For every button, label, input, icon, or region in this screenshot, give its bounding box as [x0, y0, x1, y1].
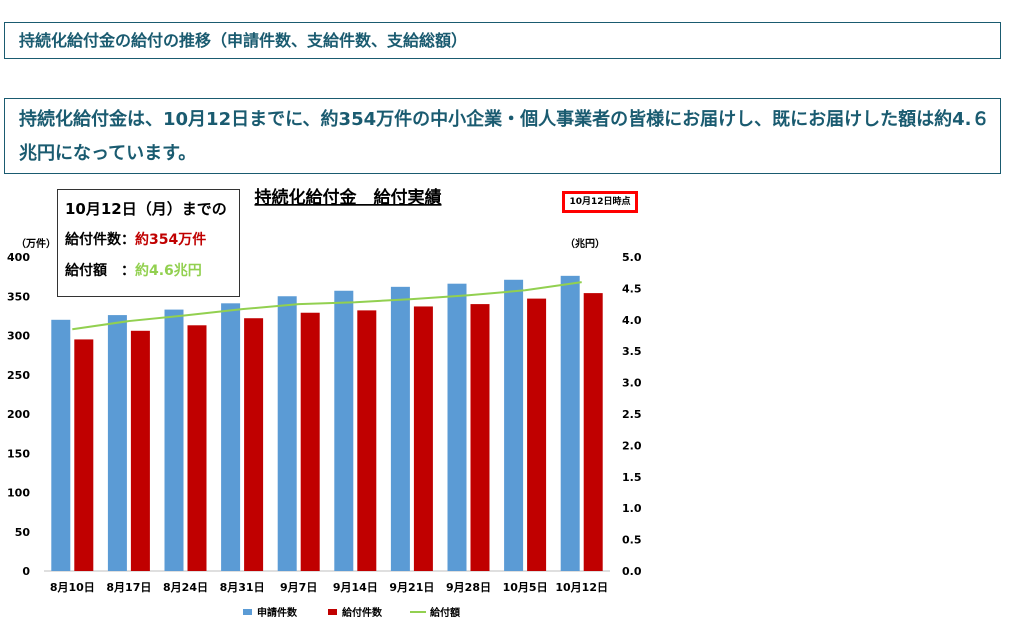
bar-applications — [164, 309, 184, 571]
bar-applications — [221, 303, 241, 571]
bar-applications — [390, 286, 410, 571]
summary-text: 持続化給付金は、10月12日までに、約354万件の中小企業・個人事業者の皆様にお… — [4, 98, 1001, 174]
legend-swatch-payments — [328, 609, 337, 615]
bar-payments — [357, 310, 377, 571]
bar-applications — [560, 275, 580, 571]
bar-applications — [51, 319, 71, 571]
line-amount — [72, 281, 582, 331]
bar-payments — [527, 298, 547, 571]
y-tick-label-right: 1.0 — [622, 502, 642, 515]
callout-heading: 10月12日（月）までの — [65, 200, 227, 218]
y-tick-label-right: 4.0 — [622, 314, 642, 327]
x-tick-label: 9月14日 — [333, 581, 378, 594]
y-tick-label-right: 4.5 — [622, 282, 642, 295]
bar-applications — [334, 290, 354, 571]
bar-payments — [413, 306, 433, 571]
y-axis-label-left: （万件） — [16, 237, 56, 250]
callout-count-label: 給付件数： — [65, 232, 135, 248]
x-tick-label: 8月17日 — [106, 581, 151, 594]
x-tick-label: 10月12日 — [555, 581, 608, 594]
y-tick-label-right: 0.0 — [622, 565, 642, 578]
bar-payments — [130, 330, 150, 571]
y-tick-label-left: 250 — [7, 369, 30, 382]
x-tick-label: 8月10日 — [50, 581, 95, 594]
x-tick-label: 9月21日 — [389, 581, 434, 594]
y-tick-label-right: 0.5 — [622, 534, 642, 547]
bar-payments — [74, 339, 94, 571]
chart-title: 持続化給付金 給付実績 — [255, 187, 442, 208]
legend-label-applications: 申請件数 — [257, 606, 298, 619]
bar-payments — [470, 304, 490, 571]
bar-applications — [277, 296, 297, 571]
bar-applications — [107, 315, 127, 571]
bar-payments — [187, 325, 207, 571]
x-tick-label: 9月7日 — [280, 581, 317, 594]
y-tick-label-right: 5.0 — [622, 251, 642, 264]
y-tick-label-left: 100 — [7, 487, 30, 500]
y-tick-label-left: 350 — [7, 290, 30, 303]
legend-swatch-applications — [243, 609, 252, 615]
callout-amount-label: 給付額 ： — [65, 263, 135, 279]
y-tick-label-right: 3.5 — [622, 345, 642, 358]
y-tick-label-right: 2.5 — [622, 408, 642, 421]
bar-payments — [583, 293, 603, 571]
bar-payments — [300, 312, 320, 571]
bar-applications — [504, 279, 524, 571]
callout-count-row: 給付件数：約354万件 — [65, 229, 239, 249]
bar-payments — [244, 318, 264, 571]
x-tick-label: 9月28日 — [446, 581, 491, 594]
x-tick-label: 10月5日 — [503, 581, 548, 594]
legend-label-payments: 給付件数 — [342, 606, 383, 619]
y-tick-label-left: 50 — [15, 526, 31, 539]
page-title: 持続化給付金の給付の推移（申請件数、支給件数、支給総額） — [4, 22, 1001, 59]
x-tick-label: 8月31日 — [220, 581, 265, 594]
callout-amount-row: 給付額 ：約4.6兆円 — [65, 260, 239, 280]
y-tick-label-right: 2.0 — [622, 439, 642, 452]
callout-amount-value: 約4.6兆円 — [135, 263, 202, 279]
y-tick-label-left: 400 — [7, 251, 30, 264]
y-tick-label-left: 0 — [22, 565, 30, 578]
date-badge: 10月12日時点 — [562, 191, 638, 213]
y-tick-label-left: 300 — [7, 330, 30, 343]
x-tick-label: 8月24日 — [163, 581, 208, 594]
bar-applications — [447, 283, 467, 571]
legend-label-amount: 給付額 — [430, 606, 460, 619]
chart: 持続化給付金 給付実績 （万件） （兆円） 0 50 100 150 200 250 300 350… — [7, 187, 642, 619]
y-axis-label-right: （兆円） — [565, 237, 605, 250]
y-tick-label-left: 200 — [7, 408, 30, 421]
callout-box: 10月12日（月）までの 給付件数：約354万件 給付額 ：約4.6兆円 — [57, 189, 240, 297]
callout-count-value: 約354万件 — [135, 232, 207, 248]
y-tick-label-right: 3.0 — [622, 377, 642, 390]
y-tick-label-left: 150 — [7, 447, 30, 460]
y-tick-label-right: 1.5 — [622, 471, 642, 484]
